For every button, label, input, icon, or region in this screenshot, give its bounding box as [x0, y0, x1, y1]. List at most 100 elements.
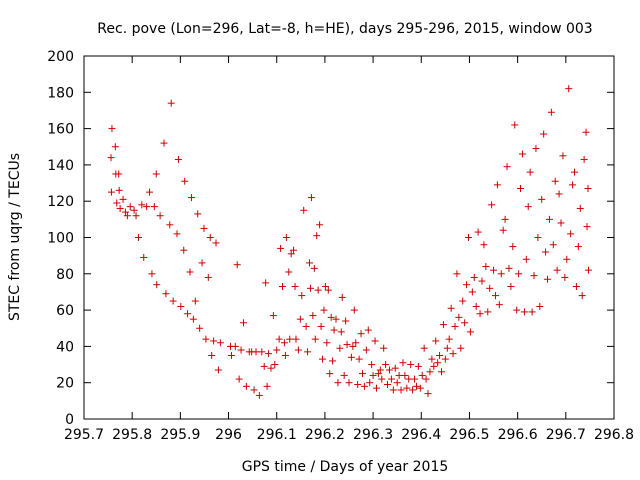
data-point-marker	[583, 223, 591, 231]
data-point-marker	[411, 375, 419, 383]
data-point-marker	[366, 379, 374, 387]
data-point-marker	[401, 371, 409, 379]
data-point-marker	[357, 330, 365, 338]
data-point-marker	[480, 241, 488, 249]
data-point-marker	[555, 190, 563, 198]
data-point-marker	[317, 322, 325, 330]
data-point-marker	[212, 239, 220, 247]
y-tick-label: 0	[65, 412, 74, 428]
data-point-marker	[290, 246, 298, 254]
data-point-marker	[422, 375, 430, 383]
data-point-marker	[497, 270, 505, 278]
data-point-marker	[294, 346, 302, 354]
data-point-marker	[198, 259, 206, 267]
data-point-marker	[545, 215, 553, 223]
data-point-marker	[267, 364, 275, 372]
data-point-marker	[505, 264, 513, 272]
data-point-marker	[582, 128, 590, 136]
data-point-marker	[389, 386, 397, 394]
data-point-marker	[177, 302, 185, 310]
data-point-marker	[532, 145, 540, 153]
data-point-marker	[499, 226, 507, 234]
data-point-marker	[156, 212, 164, 220]
data-point-marker	[298, 292, 306, 300]
data-point-marker	[430, 362, 438, 370]
data-point-marker	[160, 139, 168, 147]
data-point-marker	[570, 168, 578, 176]
y-tick-label: 120	[47, 194, 74, 210]
data-point-marker	[414, 362, 422, 370]
data-point-marker	[547, 108, 555, 116]
data-point-marker	[578, 292, 586, 300]
data-point-marker	[488, 201, 496, 209]
x-axis-ticks: 295.7 295.8 295.9 296 296.1 296.2 296.3 296.4 29…	[64, 56, 634, 443]
data-point-marker	[169, 297, 177, 305]
data-point-marker	[321, 283, 329, 291]
x-tick-label: 296.8	[594, 427, 634, 443]
data-point-marker	[453, 270, 461, 278]
data-point-marker	[569, 181, 577, 189]
data-point-marker	[273, 346, 281, 354]
data-point-marker	[152, 170, 160, 178]
data-point-marker	[296, 315, 304, 323]
data-point-marker	[559, 152, 567, 160]
data-point-marker	[184, 310, 192, 318]
data-point-marker	[455, 313, 463, 321]
data-point-marker	[542, 248, 550, 256]
data-point-marker	[451, 322, 459, 330]
data-point-marker	[143, 203, 151, 211]
data-point-marker	[424, 390, 432, 398]
data-point-marker	[528, 308, 536, 316]
data-point-marker	[305, 259, 313, 267]
data-point-marker	[306, 284, 314, 292]
data-point-marker	[376, 366, 384, 374]
data-point-marker	[300, 206, 308, 214]
data-point-marker	[491, 292, 499, 300]
data-point-marker	[327, 313, 335, 321]
data-point-marker	[329, 357, 337, 365]
x-tick-label: 296	[215, 427, 242, 443]
data-point-marker	[313, 232, 321, 240]
data-point-marker	[338, 293, 346, 301]
y-tick-label: 100	[47, 231, 74, 247]
x-tick-label: 296.3	[353, 427, 393, 443]
data-point-marker	[191, 297, 199, 305]
data-point-marker	[472, 302, 480, 310]
data-point-marker	[354, 381, 362, 389]
x-tick-label: 296.4	[401, 427, 441, 443]
data-point-marker	[551, 177, 559, 185]
y-tick-label: 200	[47, 49, 74, 65]
data-point-marker	[438, 368, 446, 376]
data-point-marker	[285, 268, 293, 276]
data-point-marker	[231, 342, 239, 350]
data-point-marker	[138, 201, 146, 209]
data-point-marker	[374, 370, 382, 378]
data-point-marker	[384, 381, 392, 389]
data-point-marker	[332, 315, 340, 323]
data-point-marker	[534, 234, 542, 241]
data-point-marker	[372, 384, 380, 392]
data-point-marker	[576, 204, 584, 212]
data-point-marker	[121, 208, 129, 216]
data-point-marker	[563, 255, 571, 263]
y-tick-label: 140	[47, 158, 74, 174]
data-point-marker	[463, 281, 471, 289]
data-point-marker	[358, 370, 366, 378]
y-tick-label: 20	[56, 376, 74, 392]
data-point-marker	[443, 344, 451, 352]
data-point-marker	[382, 361, 390, 369]
data-point-marker	[572, 283, 580, 291]
data-point-marker	[210, 337, 218, 345]
data-point-marker	[310, 264, 318, 272]
data-point-marker	[304, 348, 312, 356]
data-point-marker	[530, 272, 538, 280]
data-point-marker	[323, 339, 331, 347]
data-point-marker	[258, 348, 266, 356]
data-point-marker	[334, 379, 342, 387]
y-axis-label: STEC from uqrg / TECUs	[7, 153, 23, 321]
data-point-marker	[526, 168, 534, 176]
data-point-marker	[186, 268, 194, 276]
data-point-marker	[371, 337, 379, 345]
data-point-marker	[378, 375, 386, 383]
data-point-marker	[393, 379, 401, 387]
